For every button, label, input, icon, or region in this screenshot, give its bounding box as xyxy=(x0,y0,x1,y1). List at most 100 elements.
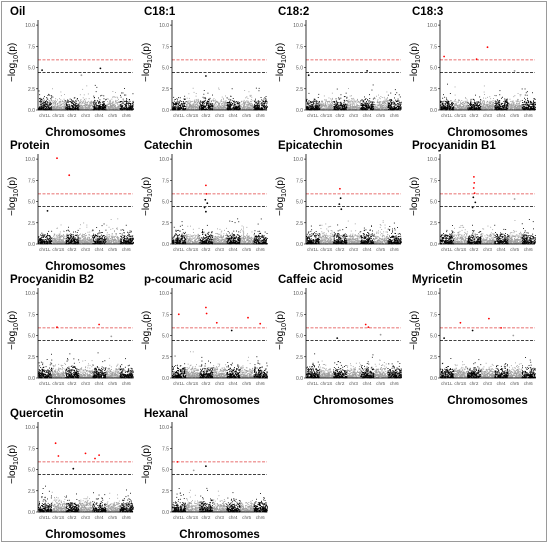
background-point xyxy=(330,105,332,107)
background-point xyxy=(256,101,258,103)
background-point xyxy=(82,108,84,110)
background-point xyxy=(359,108,361,109)
background-point xyxy=(349,102,351,104)
background-point xyxy=(76,108,78,110)
background-point xyxy=(334,107,336,109)
background-point xyxy=(174,99,176,100)
background-point xyxy=(215,102,217,104)
background-point xyxy=(40,107,41,109)
background-point xyxy=(320,106,322,108)
background-point xyxy=(365,102,367,104)
background-point xyxy=(312,106,314,108)
background-point xyxy=(47,106,49,108)
background-point xyxy=(77,98,78,99)
background-point xyxy=(56,107,58,109)
background-point xyxy=(203,90,205,91)
background-point xyxy=(66,101,68,103)
background-point xyxy=(461,104,463,106)
background-point xyxy=(251,103,253,105)
background-point xyxy=(110,105,112,107)
x-axis-label: Chromosomes xyxy=(45,127,126,139)
background-point xyxy=(99,107,100,108)
x-tick-label: chr2 xyxy=(335,113,344,118)
y-axis-label-tail: (p) xyxy=(409,43,420,55)
background-point xyxy=(48,109,50,110)
background-point xyxy=(391,102,393,104)
background-point xyxy=(362,105,363,106)
background-point xyxy=(127,103,129,104)
background-point xyxy=(336,107,337,109)
background-point xyxy=(182,101,184,103)
background-point xyxy=(103,98,105,100)
background-point xyxy=(60,106,62,108)
background-point xyxy=(262,104,264,106)
background-point xyxy=(343,105,345,107)
background-point xyxy=(477,102,479,104)
background-point xyxy=(80,107,81,109)
background-point xyxy=(462,109,464,110)
background-point xyxy=(184,106,185,107)
background-point xyxy=(184,108,186,110)
background-point xyxy=(470,104,472,106)
background-point xyxy=(360,103,361,105)
background-point xyxy=(104,107,106,109)
background-point xyxy=(221,99,222,101)
background-point xyxy=(199,103,201,105)
y-axis-label: −log10(p) xyxy=(409,43,422,82)
background-point xyxy=(74,104,76,106)
background-point xyxy=(466,99,468,101)
background-point xyxy=(445,100,447,102)
background-point xyxy=(386,104,388,105)
background-point xyxy=(120,107,122,108)
background-point xyxy=(120,105,122,107)
background-point xyxy=(206,101,208,103)
background-point xyxy=(266,106,268,108)
background-point xyxy=(229,108,231,110)
background-point xyxy=(355,106,356,108)
background-point xyxy=(389,104,391,106)
background-point xyxy=(381,104,383,106)
background-point xyxy=(447,83,448,85)
background-point xyxy=(251,108,253,110)
background-point xyxy=(77,100,79,102)
background-point xyxy=(93,108,95,109)
background-point xyxy=(479,100,481,102)
background-point xyxy=(213,103,215,105)
background-point xyxy=(222,101,224,103)
background-point xyxy=(376,101,378,103)
background-point xyxy=(43,102,45,104)
background-point xyxy=(222,108,224,110)
background-point xyxy=(254,102,256,104)
background-point xyxy=(474,108,476,110)
background-point xyxy=(337,102,339,104)
background-point xyxy=(351,103,353,105)
background-point xyxy=(469,107,470,109)
y-tick-label: 2.5 xyxy=(28,87,35,93)
background-point xyxy=(308,107,310,109)
background-point xyxy=(352,106,354,108)
background-point xyxy=(317,107,319,109)
background-point xyxy=(465,105,467,106)
background-point xyxy=(317,103,319,105)
background-point xyxy=(73,106,74,108)
background-point xyxy=(331,101,333,103)
background-point xyxy=(306,107,308,109)
background-point xyxy=(383,107,385,108)
background-point xyxy=(97,107,99,109)
background-point xyxy=(467,108,469,110)
background-point xyxy=(189,103,191,105)
background-point xyxy=(214,108,216,110)
background-point xyxy=(126,101,127,103)
background-point xyxy=(320,105,322,107)
background-point xyxy=(469,103,471,105)
background-point xyxy=(376,107,378,108)
background-point xyxy=(319,107,321,109)
y-axis-label: −log10(p) xyxy=(7,43,20,82)
background-point xyxy=(63,102,65,104)
background-point xyxy=(92,106,93,108)
background-point xyxy=(483,103,485,104)
background-point xyxy=(73,105,75,107)
background-point xyxy=(477,108,479,109)
background-point xyxy=(384,106,386,108)
background-point xyxy=(179,107,181,109)
